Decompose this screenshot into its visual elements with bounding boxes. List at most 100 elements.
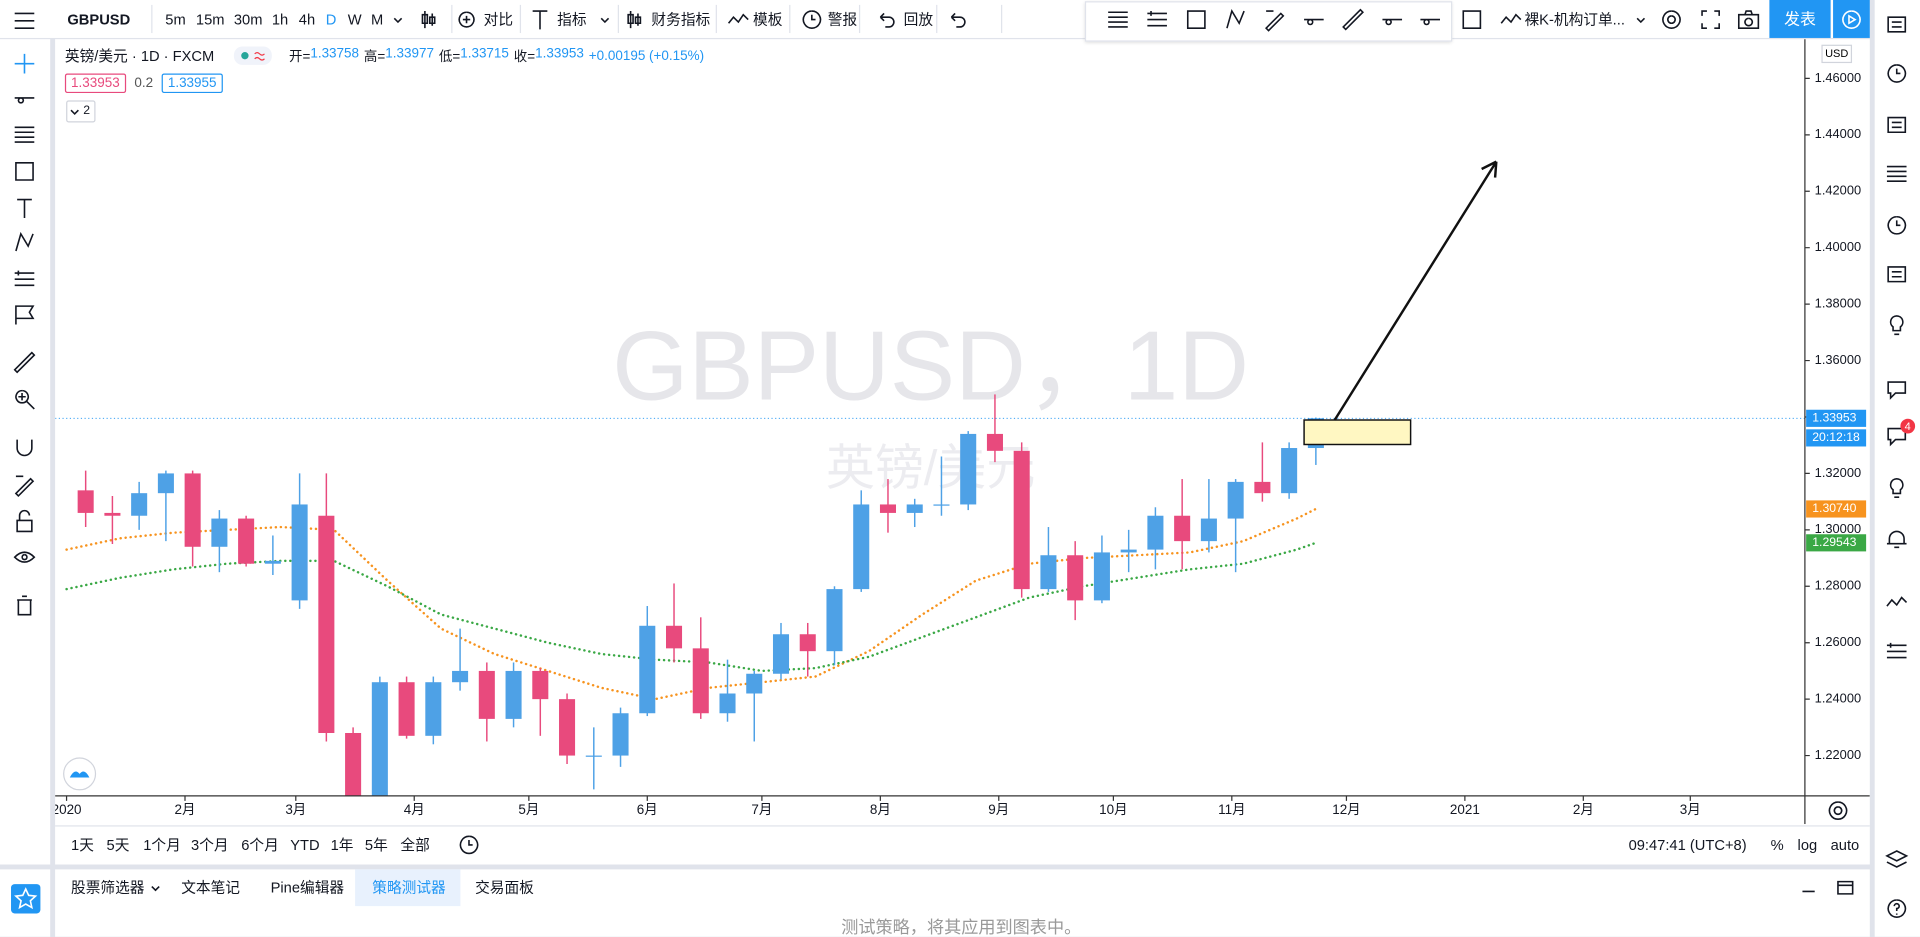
toolbar-button[interactable]: 指标 xyxy=(557,11,587,29)
panel-tab[interactable]: 交易面板 xyxy=(475,879,534,897)
panel-tab[interactable]: 股票筛选器 xyxy=(71,879,145,897)
icon[interactable] xyxy=(1662,10,1681,29)
icon[interactable] xyxy=(1420,18,1441,26)
play-button[interactable] xyxy=(1833,0,1870,38)
interval[interactable]: W xyxy=(347,11,362,29)
icon[interactable] xyxy=(1108,11,1128,28)
interval[interactable]: M xyxy=(371,11,384,29)
icon[interactable] xyxy=(14,97,35,104)
collapse-box[interactable] xyxy=(66,100,96,123)
range-button[interactable]: 3个月 xyxy=(191,836,229,854)
icon[interactable] xyxy=(1147,11,1167,27)
icon[interactable] xyxy=(1885,850,1909,868)
icon[interactable] xyxy=(17,198,32,218)
icon[interactable] xyxy=(421,11,436,29)
icon[interactable] xyxy=(459,835,479,855)
icon[interactable] xyxy=(1842,10,1861,29)
range-button[interactable]: YTD xyxy=(290,836,320,854)
icon[interactable] xyxy=(14,270,35,287)
interval[interactable]: 1h xyxy=(271,11,289,29)
range-button[interactable]: 5天 xyxy=(106,836,130,854)
favorites-button[interactable] xyxy=(11,884,41,914)
icon[interactable] xyxy=(1226,9,1245,29)
icon[interactable] xyxy=(14,475,35,498)
interval[interactable]: 30m xyxy=(233,11,263,29)
icon[interactable] xyxy=(1889,315,1904,336)
toolbar-button[interactable]: 对比 xyxy=(483,11,514,29)
icon[interactable] xyxy=(1737,10,1760,29)
icon[interactable] xyxy=(14,12,35,29)
layout-name[interactable]: 裸K-机构订单... xyxy=(1524,11,1625,29)
icon[interactable] xyxy=(15,305,35,325)
icon[interactable] xyxy=(393,17,403,24)
range-button[interactable]: 1天 xyxy=(71,836,94,854)
range-button[interactable]: 5年 xyxy=(364,836,388,854)
icon[interactable] xyxy=(458,11,475,28)
icon[interactable] xyxy=(1887,266,1907,283)
icon[interactable] xyxy=(16,509,33,533)
icon[interactable] xyxy=(15,162,34,181)
icon[interactable] xyxy=(1382,18,1403,26)
publish-label[interactable]: 发表 xyxy=(1784,9,1816,29)
icon[interactable] xyxy=(1701,10,1720,29)
icon[interactable] xyxy=(16,439,33,457)
interval[interactable]: 5m xyxy=(165,11,186,29)
icon[interactable] xyxy=(1304,18,1324,26)
publish-button[interactable] xyxy=(1769,0,1831,38)
toolbar-button[interactable]: 财务指标 xyxy=(651,11,711,29)
icon[interactable] xyxy=(151,885,160,892)
icon[interactable] xyxy=(1500,13,1522,24)
ask[interactable]: 1.33955 xyxy=(161,73,223,94)
range-button[interactable]: 6个月 xyxy=(241,836,279,854)
interval[interactable]: D xyxy=(325,11,337,29)
icon[interactable] xyxy=(15,231,34,252)
currency-box[interactable] xyxy=(1821,44,1853,64)
icon[interactable] xyxy=(14,887,38,910)
icon[interactable] xyxy=(1886,642,1907,659)
percent[interactable]: % xyxy=(1770,836,1784,854)
icon[interactable] xyxy=(13,551,36,563)
icon[interactable] xyxy=(1828,801,1848,820)
icon[interactable] xyxy=(1887,64,1907,83)
symbol[interactable]: GBPUSD xyxy=(67,11,131,29)
panel-tab[interactable]: 策略测试器 xyxy=(372,879,446,897)
icon[interactable] xyxy=(14,126,35,143)
icon[interactable] xyxy=(600,17,610,24)
range-button[interactable]: 1年 xyxy=(330,836,354,854)
icon[interactable] xyxy=(1889,477,1904,498)
icon[interactable] xyxy=(1887,899,1907,918)
icon[interactable] xyxy=(1887,215,1907,235)
range-button[interactable]: 1个月 xyxy=(143,836,181,854)
icon[interactable] xyxy=(1886,596,1908,607)
panel-tab[interactable]: 文本笔记 xyxy=(181,879,241,897)
icon[interactable] xyxy=(627,11,642,29)
icon[interactable] xyxy=(1887,381,1907,400)
panel-tab[interactable]: Pine编辑器 xyxy=(270,879,345,897)
interval[interactable]: 15m xyxy=(195,11,225,29)
icon[interactable] xyxy=(1636,17,1646,24)
toolbar-button[interactable]: 模板 xyxy=(753,11,783,29)
range-button[interactable]: 全部 xyxy=(400,836,430,854)
icon[interactable] xyxy=(1886,530,1907,549)
icon[interactable] xyxy=(727,13,749,24)
icon[interactable] xyxy=(950,12,966,28)
icon[interactable] xyxy=(1342,8,1364,31)
icon[interactable] xyxy=(879,12,895,28)
bid[interactable]: 1.33953 xyxy=(64,73,126,94)
icon[interactable] xyxy=(1264,10,1285,32)
toolbar-button[interactable]: 警报 xyxy=(827,11,858,29)
icon[interactable] xyxy=(1186,10,1206,29)
icon[interactable] xyxy=(15,389,35,410)
drawn-box[interactable] xyxy=(1303,419,1412,446)
icon[interactable] xyxy=(70,109,79,116)
icon[interactable] xyxy=(1837,880,1854,895)
drawn-arrow[interactable] xyxy=(1333,160,1498,421)
log[interactable]: log xyxy=(1797,836,1818,854)
icon[interactable] xyxy=(1462,10,1482,29)
icon[interactable] xyxy=(802,10,822,29)
toolbar-button[interactable]: 回放 xyxy=(903,11,934,29)
icon[interactable] xyxy=(1887,116,1907,134)
icon[interactable] xyxy=(17,595,32,616)
collapse-count[interactable]: 2 xyxy=(83,104,91,118)
auto[interactable]: auto xyxy=(1830,836,1860,854)
